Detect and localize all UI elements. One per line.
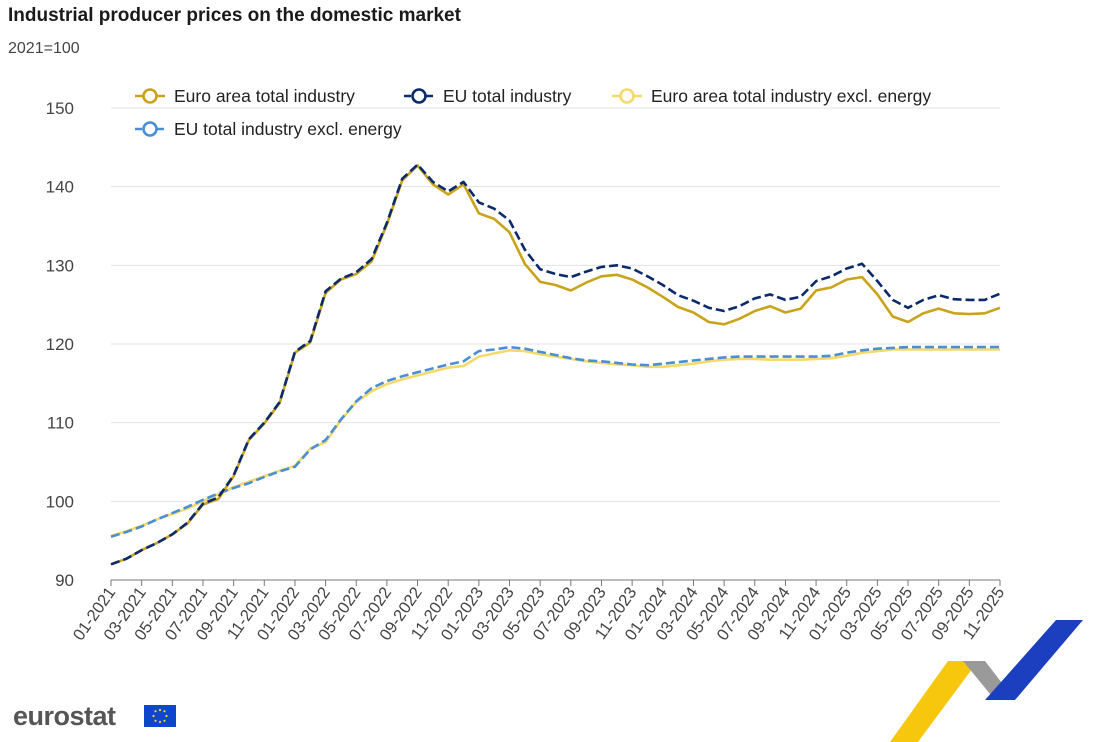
legend-item-3[interactable]: EU total industry excl. energy bbox=[135, 119, 402, 139]
legend-marker-icon bbox=[142, 121, 158, 137]
chart-title: Industrial producer prices on the domest… bbox=[8, 5, 461, 26]
x-axis: 01-202103-202105-202107-202109-202111-20… bbox=[70, 580, 1008, 644]
plot-series bbox=[110, 163, 1001, 566]
legend-item-1[interactable]: EU total industry bbox=[404, 86, 572, 106]
series-line-1 bbox=[110, 163, 1001, 566]
legend-label: EU total industry bbox=[443, 86, 572, 106]
y-tick-label: 120 bbox=[46, 335, 74, 354]
y-tick-label: 90 bbox=[55, 571, 74, 590]
gridlines bbox=[111, 107, 1000, 581]
legend-item-0[interactable]: Euro area total industry bbox=[135, 86, 355, 106]
legend-marker-icon bbox=[411, 88, 427, 104]
legend: Euro area total industry EU total industr… bbox=[135, 86, 931, 139]
y-tick-label: 100 bbox=[46, 492, 74, 511]
eu-flag-icon bbox=[144, 705, 176, 727]
eurostat-logo: eurostat bbox=[13, 701, 116, 731]
legend-marker-icon bbox=[619, 88, 635, 104]
legend-item-2[interactable]: Euro area total industry excl. energy bbox=[612, 86, 931, 106]
legend-label: Euro area total industry bbox=[174, 86, 355, 106]
legend-label: Euro area total industry excl. energy bbox=[651, 86, 931, 106]
series-line-2 bbox=[110, 348, 1000, 538]
series-line-0 bbox=[110, 164, 1001, 566]
y-tick-label: 140 bbox=[46, 178, 74, 197]
y-tick-label: 110 bbox=[47, 414, 74, 433]
chart-subtitle: 2021=100 bbox=[8, 40, 80, 57]
y-tick-label: 150 bbox=[46, 99, 74, 118]
legend-marker-icon bbox=[142, 88, 158, 104]
decorative-swoosh bbox=[890, 620, 1083, 742]
series-line-3 bbox=[110, 345, 1000, 538]
y-axis: 90 100 110 120 130 140 150 bbox=[46, 99, 74, 590]
legend-label: EU total industry excl. energy bbox=[174, 119, 402, 139]
y-tick-label: 130 bbox=[46, 256, 74, 275]
